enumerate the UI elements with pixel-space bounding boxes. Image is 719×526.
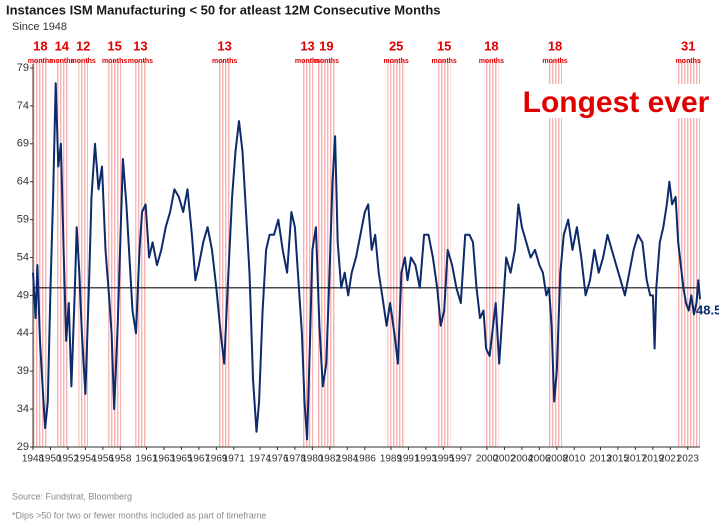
- x-tick-label: 1969: [205, 454, 228, 465]
- x-tick-label: 1948: [22, 454, 45, 465]
- x-tick-label: 1961: [135, 454, 158, 465]
- period-months: 18: [33, 38, 47, 53]
- x-tick-label: 2013: [589, 454, 612, 465]
- period-unit: months: [542, 58, 567, 65]
- x-tick-label: 1997: [450, 454, 473, 465]
- period-unit: months: [314, 58, 339, 65]
- annotation: Longest ever: [523, 86, 710, 119]
- period-shade: [676, 60, 700, 447]
- period-shade: [33, 60, 48, 447]
- period-unit: months: [479, 58, 504, 65]
- x-tick-label: 2002: [493, 454, 516, 465]
- x-tick-label: 1952: [57, 454, 80, 465]
- annotation-bg: [512, 84, 719, 118]
- x-tick-label: 2000: [476, 454, 499, 465]
- period-unit: months: [384, 58, 409, 65]
- period-months: 31: [681, 38, 695, 53]
- x-tick-label: 1967: [188, 454, 211, 465]
- x-tick-label: 2006: [528, 454, 551, 465]
- y-tick-label: 74: [17, 100, 29, 112]
- x-tick-label: 1984: [336, 454, 359, 465]
- x-tick-label: 2010: [563, 454, 586, 465]
- period-unit: months: [49, 58, 74, 65]
- series-line: [32, 82, 701, 441]
- period-months: 14: [55, 38, 70, 53]
- period-shade: [484, 60, 499, 447]
- x-tick-label: 1991: [397, 454, 420, 465]
- x-tick-label: 2015: [607, 454, 630, 465]
- chart-subtitle: Since 1948: [12, 21, 67, 33]
- x-tick-label: 1963: [153, 454, 176, 465]
- period-shade: [78, 60, 89, 447]
- y-tick-label: 49: [17, 289, 29, 301]
- period-months: 15: [107, 38, 121, 53]
- period-shade: [438, 60, 451, 447]
- y-tick-label: 29: [17, 441, 29, 453]
- period-shade: [135, 60, 146, 447]
- y-tick-label: 64: [17, 176, 29, 188]
- y-tick-label: 79: [17, 62, 29, 74]
- period-unit: months: [102, 58, 127, 65]
- x-tick-label: 1982: [319, 454, 342, 465]
- period-shade: [301, 60, 314, 447]
- footnote: *Dips >50 for two or fewer months includ…: [12, 510, 266, 520]
- source: Source: Fundstrat, Bloomberg: [12, 491, 132, 501]
- period-unit: months: [128, 58, 153, 65]
- x-tick-label: 1971: [223, 454, 246, 465]
- x-tick-label: 1974: [249, 454, 272, 465]
- period-unit: months: [432, 58, 457, 65]
- period-months: 15: [437, 38, 451, 53]
- period-months: 18: [548, 38, 562, 53]
- period-shade: [387, 60, 405, 447]
- x-tick-label: 1995: [432, 454, 455, 465]
- period-unit: months: [295, 58, 320, 65]
- period-months: 13: [217, 38, 231, 53]
- x-tick-label: 1956: [92, 454, 115, 465]
- x-tick-label: 1986: [354, 454, 377, 465]
- period-months: 19: [319, 38, 333, 53]
- x-tick-label: 2004: [511, 454, 534, 465]
- y-tick-label: 34: [17, 403, 29, 415]
- end-label: 48.5: [696, 303, 719, 318]
- x-tick-label: 2019: [642, 454, 665, 465]
- x-tick-label: 1950: [39, 454, 62, 465]
- period-months: 18: [484, 38, 498, 53]
- x-tick-label: 1954: [74, 454, 97, 465]
- x-tick-label: 1978: [284, 454, 307, 465]
- x-tick-label: 1993: [415, 454, 438, 465]
- x-tick-label: 1958: [109, 454, 132, 465]
- period-unit: months: [676, 58, 701, 65]
- period-months: 12: [76, 38, 90, 53]
- period-unit: months: [71, 58, 96, 65]
- y-tick-label: 59: [17, 214, 29, 226]
- y-tick-label: 54: [17, 251, 29, 263]
- period-months: 13: [133, 38, 147, 53]
- x-tick-label: 2023: [677, 454, 700, 465]
- period-months: 25: [389, 38, 403, 53]
- period-unit: months: [28, 58, 53, 65]
- x-tick-label: 1965: [170, 454, 193, 465]
- x-tick-label: 1989: [380, 454, 403, 465]
- period-shade: [317, 60, 336, 447]
- chart-title: Instances ISM Manufacturing < 50 for atl…: [6, 2, 441, 17]
- x-tick-label: 2017: [624, 454, 647, 465]
- period-unit: months: [212, 58, 237, 65]
- x-tick-label: 2008: [546, 454, 569, 465]
- x-tick-label: 1980: [301, 454, 324, 465]
- period-months: 13: [300, 38, 314, 53]
- y-tick-label: 69: [17, 138, 29, 150]
- x-tick-label: 1976: [266, 454, 289, 465]
- period-shade: [218, 60, 231, 447]
- x-tick-label: 2021: [659, 454, 682, 465]
- y-tick-label: 39: [17, 365, 29, 377]
- y-tick-label: 44: [17, 327, 29, 339]
